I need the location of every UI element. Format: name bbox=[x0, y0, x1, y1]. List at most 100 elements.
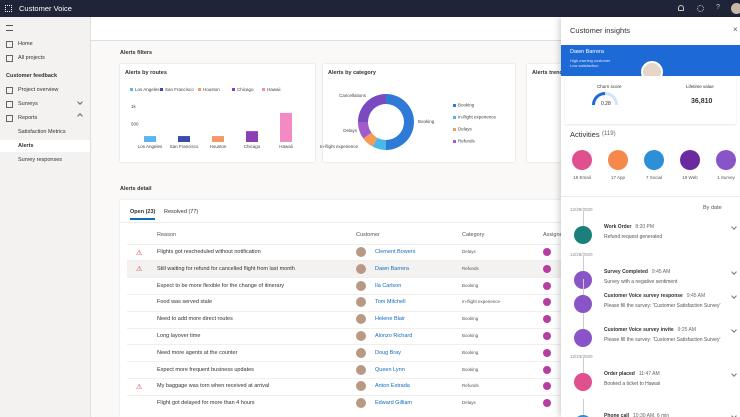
app-launcher[interactable] bbox=[5, 5, 12, 12]
card-title: Alerts by category bbox=[328, 70, 376, 76]
nav-item[interactable]: Reports bbox=[18, 115, 38, 121]
nav-item[interactable]: Alerts bbox=[18, 143, 34, 149]
nav-item[interactable]: All projects bbox=[18, 55, 45, 61]
timeline-date: 12/23/2020 bbox=[570, 354, 593, 359]
timeline-icon bbox=[574, 415, 592, 417]
customer-avatar bbox=[356, 314, 366, 325]
timeline-line bbox=[582, 357, 584, 387]
event-text: Please fill the survey: 'Customer Satisf… bbox=[604, 303, 721, 309]
channel-icon[interactable] bbox=[608, 150, 628, 170]
nav-icon bbox=[6, 101, 13, 108]
row-divider bbox=[127, 394, 561, 396]
customer-tag: High-earning customer bbox=[570, 58, 611, 63]
expand[interactable] bbox=[731, 269, 737, 275]
gauge-fill bbox=[592, 92, 605, 105]
customer-name[interactable]: Dawn Barrera bbox=[375, 265, 409, 272]
channel-icon[interactable] bbox=[716, 150, 736, 170]
card-title: Alerts trend bbox=[532, 70, 563, 76]
customer-name[interactable]: Alonzo Richard bbox=[375, 333, 413, 339]
customer-avatar bbox=[356, 347, 366, 358]
app-title: Customer Voice bbox=[19, 4, 72, 13]
nav-item[interactable]: Home bbox=[18, 41, 33, 47]
nav-section: Customer feedback bbox=[6, 73, 58, 79]
column-header: Category bbox=[462, 232, 485, 238]
customer-avatar bbox=[356, 364, 366, 375]
expand[interactable] bbox=[731, 224, 737, 230]
expand[interactable] bbox=[731, 413, 737, 417]
category: Booking bbox=[462, 349, 479, 355]
customer-name[interactable]: Edward Gilliam bbox=[375, 400, 412, 407]
reason[interactable]: Flights got rescheduled without notifica… bbox=[157, 249, 261, 255]
customer-name[interactable]: Tom Mitchell bbox=[375, 299, 406, 306]
category: Booking bbox=[462, 282, 479, 288]
top-bar: Customer Voice ? bbox=[0, 0, 740, 17]
event-title: Order placed bbox=[604, 371, 635, 377]
assignee-avatar bbox=[543, 399, 551, 408]
channel-icon[interactable] bbox=[680, 150, 700, 170]
timeline-line bbox=[582, 210, 584, 240]
timeline-line bbox=[582, 313, 584, 343]
customer-name[interactable]: Clement Bowers bbox=[375, 249, 416, 255]
reason[interactable]: My baggage was torn when received at arr… bbox=[157, 383, 270, 390]
nav-item[interactable]: Project overview bbox=[18, 87, 59, 93]
user-avatar[interactable] bbox=[731, 3, 740, 14]
nav-item[interactable]: Survey responses bbox=[18, 157, 63, 163]
row-divider bbox=[127, 277, 561, 279]
event-time: 8:20 PM bbox=[635, 224, 655, 230]
command-bar bbox=[91, 17, 561, 41]
reason[interactable]: Expect to be more flexible for the chang… bbox=[157, 282, 285, 289]
customer-name: Dawn Barrera bbox=[570, 49, 604, 55]
nav-icon bbox=[6, 41, 13, 48]
section-title: Alerts detail bbox=[120, 186, 152, 192]
nav-item[interactable]: Satisfaction Metrics bbox=[18, 129, 66, 135]
customer-name[interactable]: Anton Estrada bbox=[375, 383, 410, 390]
column-header: Customer bbox=[356, 232, 380, 238]
menu-toggle[interactable] bbox=[6, 25, 13, 31]
category: Refunds bbox=[462, 265, 479, 271]
sort[interactable]: By date bbox=[703, 205, 722, 211]
metric-value: 36,810 bbox=[691, 98, 713, 105]
settings[interactable] bbox=[697, 5, 704, 12]
nav-icon bbox=[6, 87, 13, 94]
category: Delays bbox=[462, 249, 476, 254]
category: Booking bbox=[462, 333, 479, 338]
assignee-avatar bbox=[543, 248, 551, 256]
assignee-avatar bbox=[543, 382, 551, 391]
expand[interactable] bbox=[731, 327, 737, 333]
category: Booking bbox=[462, 316, 479, 322]
event-text: Survey with a negative sentiment bbox=[604, 279, 678, 285]
customer-avatar bbox=[356, 247, 366, 257]
channel-icon[interactable] bbox=[644, 150, 664, 170]
close[interactable]: × bbox=[733, 25, 738, 34]
customer-name[interactable]: Queen Lynn bbox=[375, 366, 405, 373]
row-divider bbox=[127, 344, 561, 346]
reason[interactable]: Flight got delayed for more than 4 hours bbox=[157, 400, 255, 407]
reason[interactable]: Need more agents at the counter bbox=[157, 349, 238, 356]
timeline-icon bbox=[574, 329, 592, 347]
reason[interactable]: Still waiting for refund for cancelled f… bbox=[157, 265, 295, 272]
reason[interactable]: Expect more frequent business updates bbox=[157, 366, 254, 373]
channel-icon[interactable] bbox=[572, 150, 592, 170]
category: In-flight experience bbox=[462, 299, 501, 305]
reason[interactable]: Need to add more direct routes bbox=[157, 316, 233, 323]
help[interactable]: ? bbox=[716, 4, 720, 11]
customer-name[interactable]: Ila Carlson bbox=[375, 282, 402, 289]
channel-label: 1 Survey bbox=[717, 175, 735, 180]
customer-name[interactable]: Doug Bray bbox=[375, 349, 401, 356]
reason[interactable]: Long layover time bbox=[157, 333, 201, 339]
tab[interactable]: Resolved (77) bbox=[164, 209, 199, 215]
expand[interactable] bbox=[731, 371, 737, 377]
assignee-avatar bbox=[543, 348, 551, 357]
tab[interactable]: Open (23) bbox=[130, 209, 156, 215]
card bbox=[323, 64, 515, 162]
reason[interactable]: Food was served stale bbox=[157, 299, 213, 306]
assignee-avatar bbox=[543, 332, 551, 340]
expand[interactable] bbox=[731, 293, 737, 299]
warning-icon: ⚠ bbox=[136, 383, 143, 391]
nav-item[interactable]: Surveys bbox=[18, 101, 38, 107]
customer-name[interactable]: Helene Blair bbox=[375, 316, 405, 323]
assignee-avatar bbox=[543, 365, 551, 374]
metric-label: Lifetime value bbox=[686, 84, 714, 89]
customer-avatar bbox=[356, 381, 366, 392]
notifications[interactable] bbox=[678, 5, 684, 11]
